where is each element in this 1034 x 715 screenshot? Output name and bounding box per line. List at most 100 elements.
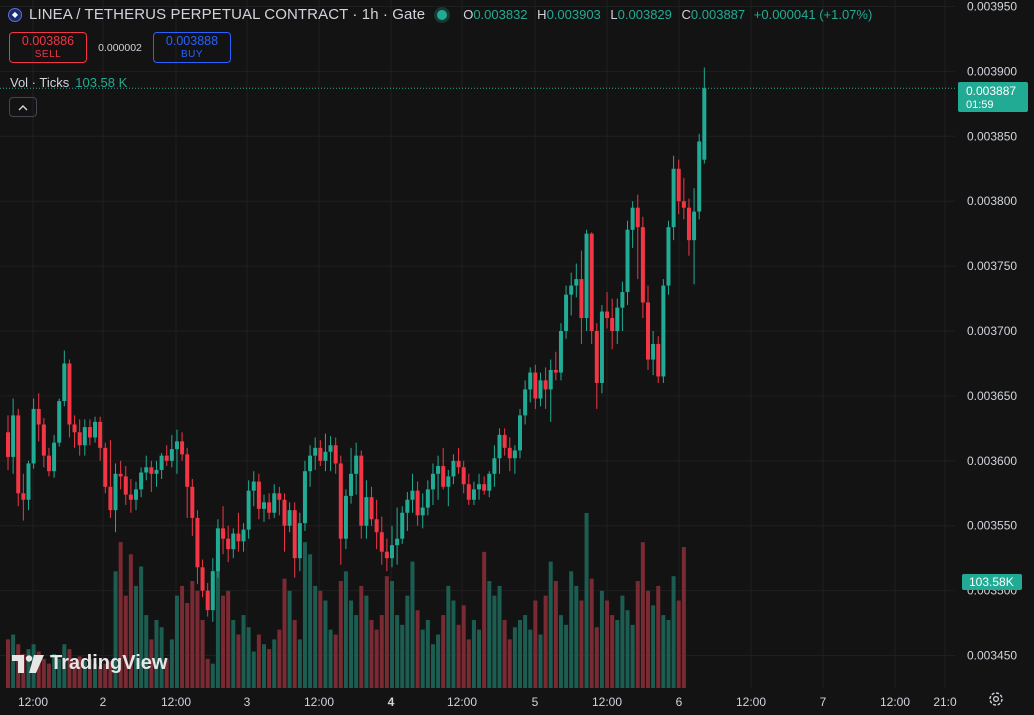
volume-bar bbox=[651, 605, 656, 688]
volume-bar bbox=[548, 561, 553, 688]
volume-bar bbox=[359, 585, 364, 688]
volume-bar bbox=[164, 658, 169, 688]
tradingview-logo[interactable]: TradingView bbox=[12, 652, 167, 675]
volume-bar bbox=[149, 639, 154, 688]
time-tick-label: 4 bbox=[388, 695, 395, 709]
volume-tag-value: 103.58K bbox=[969, 575, 1014, 589]
volume-bar bbox=[36, 651, 41, 688]
candle-body bbox=[241, 529, 246, 542]
tradingview-logo-text: TradingView bbox=[50, 652, 168, 674]
candle-body bbox=[646, 302, 650, 360]
candle-body bbox=[384, 551, 389, 559]
candle-body bbox=[605, 311, 610, 319]
volume-bar bbox=[210, 663, 215, 688]
candle-body bbox=[185, 454, 190, 487]
candle-body bbox=[190, 486, 195, 518]
volume-bar bbox=[72, 661, 77, 688]
candle-body bbox=[538, 380, 543, 399]
candle-body bbox=[338, 463, 343, 539]
volume-bar bbox=[558, 615, 563, 688]
volume-bar bbox=[364, 595, 369, 688]
volume-bar bbox=[461, 605, 466, 688]
candle-body bbox=[231, 533, 236, 550]
market-open-status-icon[interactable] bbox=[437, 9, 448, 20]
volume-bar bbox=[108, 661, 113, 688]
candle-body bbox=[343, 495, 348, 539]
candle-body bbox=[395, 538, 400, 546]
volume-legend[interactable]: Vol · Ticks 103.58 K bbox=[10, 75, 127, 90]
volume-bar bbox=[262, 644, 266, 688]
buy-label: BUY bbox=[180, 48, 204, 60]
volume-bar bbox=[466, 639, 471, 688]
collapse-legend-button[interactable] bbox=[9, 97, 37, 117]
sell-button[interactable]: 0.003886 SELL bbox=[9, 32, 87, 63]
candle-body bbox=[620, 292, 625, 308]
spread-value: 0.000002 bbox=[98, 41, 142, 54]
volume-bar bbox=[343, 571, 348, 688]
candle-body bbox=[671, 168, 676, 228]
candle-body bbox=[681, 201, 686, 208]
candle-body bbox=[635, 207, 640, 228]
volume-bar bbox=[297, 639, 302, 688]
price-tick-label: 0.003600 bbox=[967, 454, 1017, 468]
candle-body bbox=[446, 476, 451, 487]
volume-bar bbox=[553, 581, 558, 688]
candle-body bbox=[400, 512, 405, 539]
volume-bar bbox=[666, 619, 671, 688]
volume-bar bbox=[620, 595, 625, 688]
volume-bar bbox=[456, 624, 461, 688]
volume-bar bbox=[82, 661, 87, 688]
price-tick-label: 0.003800 bbox=[967, 194, 1017, 208]
high-value: 0.003903 bbox=[546, 7, 601, 22]
candle-body bbox=[72, 424, 77, 433]
volume-bar bbox=[308, 554, 313, 688]
volume-bar bbox=[128, 554, 133, 688]
volume-value-label: 103.58K bbox=[962, 574, 1022, 590]
volume-bar bbox=[267, 649, 272, 688]
candle-body bbox=[221, 528, 226, 539]
candle-body bbox=[128, 494, 133, 500]
candle-body bbox=[159, 455, 164, 470]
gear-icon bbox=[989, 692, 1003, 706]
price-tick-label: 0.003850 bbox=[967, 129, 1017, 143]
volume-bars bbox=[6, 513, 686, 688]
close-value: 0.003887 bbox=[690, 7, 746, 22]
volume-bar bbox=[594, 627, 599, 688]
candle-body bbox=[349, 473, 354, 496]
volume-bar bbox=[103, 663, 108, 688]
last-price-label: 0.003887 01:59 bbox=[958, 82, 1028, 112]
candle-body bbox=[52, 442, 57, 472]
symbol-title[interactable]: LINEA / TETHERUS PERPETUAL CONTRACT · 1h… bbox=[29, 6, 426, 23]
volume-tag bbox=[962, 574, 1022, 590]
volume-bar bbox=[482, 551, 487, 688]
volume-bar bbox=[615, 619, 620, 688]
price-tick-label: 0.003550 bbox=[967, 519, 1017, 533]
candle-body bbox=[692, 211, 697, 241]
volume-bar bbox=[400, 624, 405, 688]
candle-body bbox=[164, 455, 169, 461]
volume-bar bbox=[333, 634, 338, 688]
chart-grid bbox=[0, 0, 955, 688]
candle-body bbox=[374, 519, 379, 533]
candle-body bbox=[6, 432, 10, 457]
candle-body bbox=[548, 369, 553, 390]
volume-bar bbox=[190, 581, 195, 688]
price-candles bbox=[6, 67, 707, 622]
symbol-logo-icon[interactable]: ◆ bbox=[8, 7, 22, 22]
change-value: +0.000041 (+1.07%) bbox=[753, 7, 873, 22]
chart-settings-button[interactable] bbox=[987, 690, 1005, 713]
candle-body bbox=[297, 523, 302, 559]
volume-bar bbox=[251, 651, 256, 688]
buy-button[interactable]: 0.003888 BUY bbox=[153, 32, 231, 63]
volume-bar bbox=[6, 639, 10, 688]
candle-body bbox=[21, 493, 26, 500]
candle-body bbox=[256, 481, 261, 509]
candle-body bbox=[262, 502, 266, 509]
time-tick-label: 21:0 bbox=[933, 695, 957, 709]
volume-bar bbox=[374, 629, 379, 688]
candle-body bbox=[313, 447, 318, 456]
volume-bar bbox=[52, 653, 57, 688]
volume-bar bbox=[512, 627, 517, 688]
candle-body bbox=[390, 545, 394, 559]
